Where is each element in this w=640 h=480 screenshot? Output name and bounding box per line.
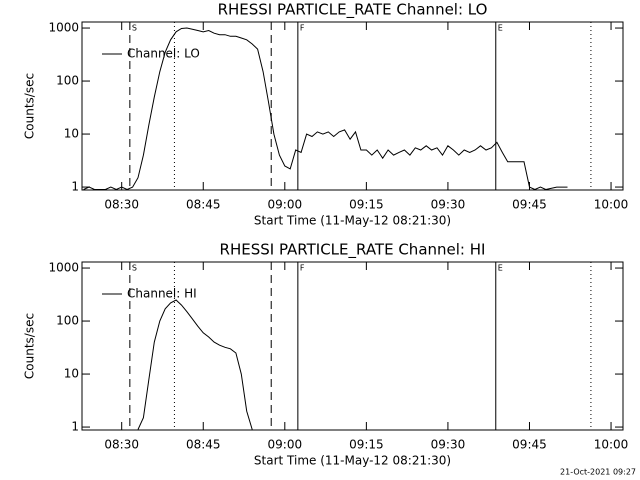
y-tick-label: 10 [64,367,79,381]
x-tick-label: 08:45 [186,438,221,452]
x-tick-label: 08:45 [186,198,221,212]
marker-label: E [498,24,503,33]
plot-area [83,27,568,190]
chart-title: RHESSI PARTICLE_RATE Channel: HI [220,241,486,260]
y-tick-label: 1 [71,420,79,434]
y-axis-label: Counts/sec [23,73,37,139]
y-tick-label: 100 [56,74,79,88]
marker-label: S [132,264,137,273]
marker-label: F [300,264,305,273]
x-tick-label: 09:30 [431,438,466,452]
y-tick-label: 1000 [48,21,79,35]
marker-label: E [498,264,503,273]
chart-title: RHESSI PARTICLE_RATE Channel: LO [218,1,488,20]
x-tick-label: 08:30 [104,198,139,212]
footer: 21-Oct-2021 09:27 [560,468,636,477]
x-axis-label: Start Time (11-May-12 08:21:30) [254,454,451,468]
legend-label: Channel: HI [127,287,197,301]
plot-area [137,299,253,430]
data-line [83,27,568,190]
x-tick-label: 09:15 [349,438,384,452]
x-axis-label: Start Time (11-May-12 08:21:30) [254,214,451,228]
marker-label: S [132,24,137,33]
y-tick-label: 1 [71,180,79,194]
legend-label: Channel: LO [127,47,200,61]
x-tick-label: 09:00 [268,198,303,212]
data-line [137,299,253,430]
plot-frame [81,261,624,431]
x-tick-label: 10:00 [594,438,629,452]
x-tick-label: 09:15 [349,198,384,212]
x-tick-label: 08:30 [104,438,139,452]
y-tick-label: 1000 [48,261,79,275]
x-tick-label: 09:45 [512,198,547,212]
y-tick-label: 100 [56,314,79,328]
x-tick-label: 09:30 [431,198,466,212]
y-tick-label: 10 [64,127,79,141]
x-tick-label: 09:45 [512,438,547,452]
plot-frame [81,21,624,191]
y-axis-label: Counts/sec [23,313,37,379]
x-tick-label: 10:00 [594,198,629,212]
x-tick-label: 09:00 [268,438,303,452]
marker-label: F [300,24,305,33]
